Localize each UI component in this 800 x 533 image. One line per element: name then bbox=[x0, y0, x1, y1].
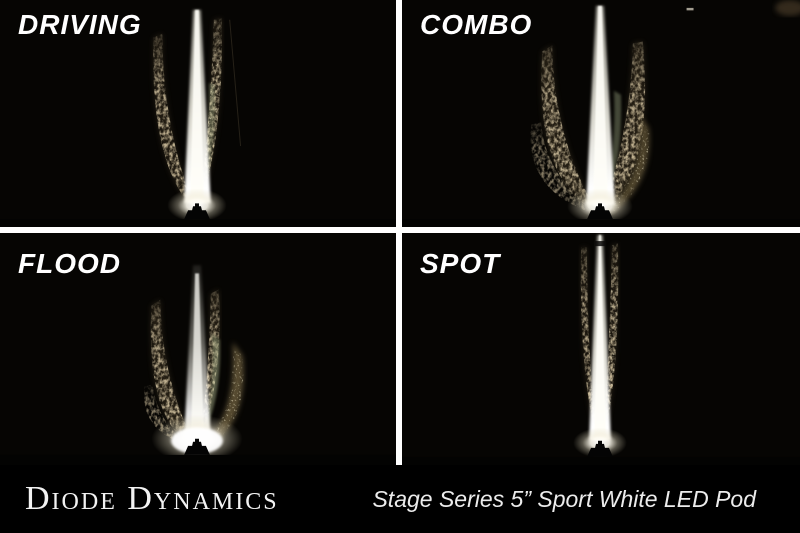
product-name: Stage Series 5” Sport White LED Pod bbox=[372, 485, 756, 512]
flood-beam-photo bbox=[0, 233, 396, 465]
footer-bar: Diode Dynamics Stage Series 5” Sport Whi… bbox=[0, 465, 800, 533]
panel-driving: DRIVING bbox=[0, 0, 396, 227]
panel-flood: FLOOD bbox=[0, 233, 396, 465]
beam-pattern-label-spot: SPOT bbox=[420, 248, 501, 279]
brand-logo: Diode Dynamics bbox=[25, 480, 279, 517]
panel-spot: SPOT bbox=[402, 233, 800, 465]
panel-combo: COMBO bbox=[402, 0, 800, 227]
spot-beam-photo bbox=[402, 233, 800, 465]
beam-pattern-label-combo: COMBO bbox=[420, 9, 533, 40]
beam-pattern-label-driving: DRIVING bbox=[18, 9, 142, 40]
photo-grid: DRIVING COMBO bbox=[0, 0, 800, 465]
driving-beam-photo bbox=[0, 0, 396, 227]
combo-beam-photo bbox=[402, 0, 800, 227]
beam-pattern-label-flood: FLOOD bbox=[18, 248, 121, 279]
